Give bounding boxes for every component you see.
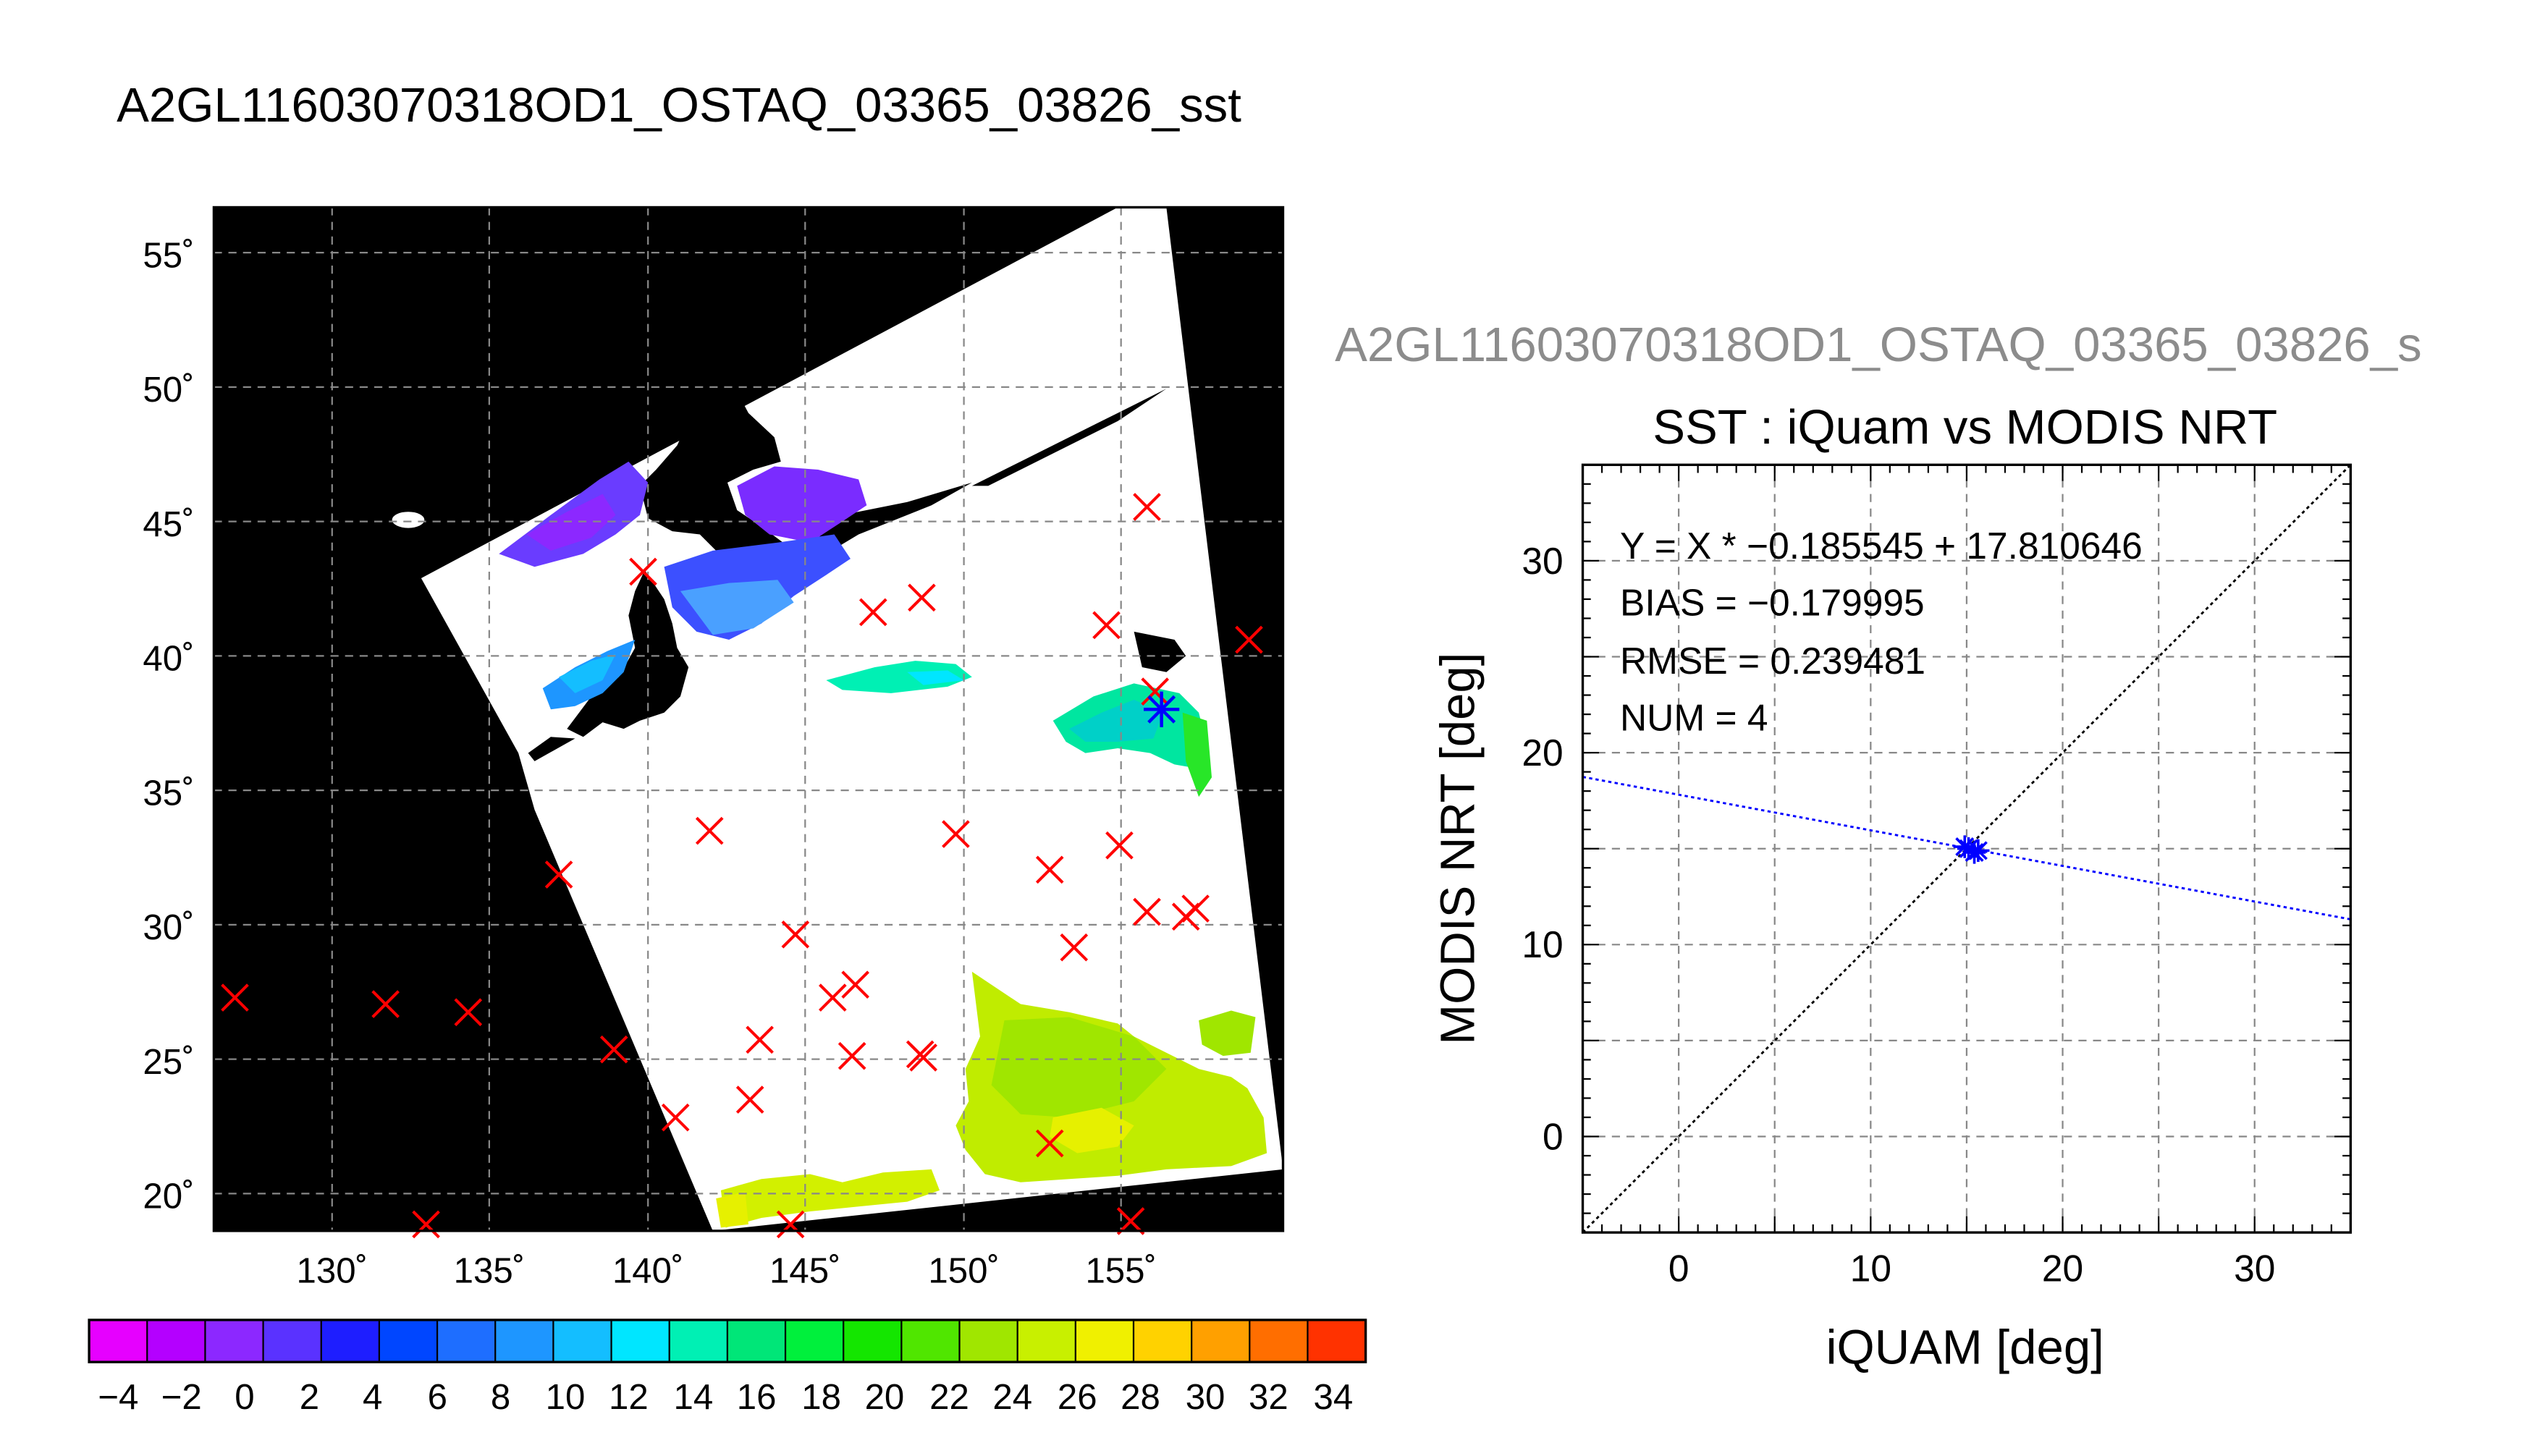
- scatter-grid: [1582, 465, 2351, 1233]
- scatter-point: [1957, 837, 1980, 860]
- colorbar-cell: [1307, 1319, 1367, 1363]
- lon-tick: 140˚: [612, 1250, 684, 1290]
- y-axis-label: MODIS NRT [deg]: [1431, 653, 1485, 1045]
- scatter-point: [1953, 835, 1976, 858]
- lon-tick: 135˚: [454, 1250, 526, 1290]
- lat-tick: 25˚: [143, 1042, 194, 1082]
- colorbar: [89, 1319, 1367, 1363]
- colorbar-tick: 14: [673, 1377, 713, 1417]
- scatter-suptitle: A2GL11603070318OD1_OSTAQ_03365_03826_s: [1335, 318, 2422, 372]
- colorbar-tick: 16: [737, 1377, 777, 1417]
- lon-tick: 130˚: [297, 1250, 368, 1290]
- colorbar-cell: [785, 1319, 845, 1363]
- lon-tick: 155˚: [1085, 1250, 1157, 1290]
- scatter-ticks: 0 10 20 30 0 10 20 30: [1522, 465, 2351, 1289]
- num-stat: NUM = 4: [1620, 696, 1768, 738]
- colorbar-tick: 22: [929, 1377, 969, 1417]
- island-marker: [392, 512, 425, 528]
- lat-tick: 30˚: [143, 907, 194, 947]
- y-tick-label: 0: [1543, 1115, 1564, 1157]
- lon-tick: 145˚: [769, 1250, 841, 1290]
- map-lat-ticks: 55˚ 50˚ 45˚ 40˚ 35˚ 30˚ 25˚ 20˚: [143, 235, 194, 1216]
- lat-tick: 40˚: [143, 639, 194, 679]
- map-title: A2GL11603070318OD1_OSTAQ_03365_03826_sst: [117, 78, 1241, 132]
- x-tick-label: 0: [1668, 1247, 1689, 1289]
- colorbar-tick: 10: [546, 1377, 586, 1417]
- scatter-points: [1953, 835, 1990, 864]
- colorbar-cell: [379, 1319, 439, 1363]
- rmse-stat: RMSE = 0.239481: [1620, 640, 1925, 682]
- x-tick-label: 30: [2234, 1247, 2275, 1289]
- colorbar-tick: 12: [609, 1377, 649, 1417]
- lon-tick: 150˚: [928, 1250, 1000, 1290]
- scatter-frame: [1581, 463, 2353, 1234]
- chart-title: SST : iQuam vs MODIS NRT: [1653, 400, 2277, 454]
- scatter-point: [1962, 841, 1986, 864]
- colorbar-tick: 0: [235, 1377, 254, 1417]
- lat-tick: 50˚: [143, 370, 194, 410]
- x-axis-label: iQUAM [deg]: [1826, 1320, 2104, 1374]
- colorbar-tick: 8: [491, 1377, 510, 1417]
- colorbar-cell: [1017, 1319, 1076, 1363]
- colorbar-cell: [959, 1319, 1018, 1363]
- colorbar-cell: [495, 1319, 554, 1363]
- colorbar-tick: 2: [300, 1377, 319, 1417]
- y-tick-label: 10: [1522, 923, 1563, 965]
- colorbar-tick: 6: [428, 1377, 447, 1417]
- map-graticule: [214, 207, 1283, 1231]
- colorbar-cell: [901, 1319, 961, 1363]
- colorbar-cell: [89, 1319, 148, 1363]
- colorbar-cell: [1249, 1319, 1309, 1363]
- colorbar-tick: 18: [801, 1377, 841, 1417]
- colorbar-tick: −4: [98, 1377, 138, 1417]
- lat-tick: 45˚: [143, 504, 194, 544]
- map-frame: [212, 206, 1285, 1232]
- colorbar-ticks: −4 −2 0 2 4 6 8 10 12 14 16 18 20 22 24 …: [98, 1377, 1353, 1417]
- colorbar-cell: [263, 1319, 322, 1363]
- x-tick-label: 20: [2042, 1247, 2083, 1289]
- colorbar-cell: [321, 1319, 381, 1363]
- colorbar-tick: −2: [161, 1377, 202, 1417]
- satellite-swath: [421, 207, 1283, 1231]
- scatter-stats: Y = X * −0.185545 + 17.810646 BIAS = −0.…: [1620, 525, 2143, 738]
- colorbar-cell: [1075, 1319, 1135, 1363]
- scatter-plot: 0 10 20 30 0 10 20 30: [1522, 463, 2353, 1289]
- scatter-point: [1967, 839, 1990, 863]
- colorbar-cell: [1133, 1319, 1193, 1363]
- y-tick-label: 20: [1522, 732, 1563, 774]
- colorbar-cell: [1191, 1319, 1251, 1363]
- colorbar-tick: 4: [363, 1377, 382, 1417]
- matchup-marker: [1144, 691, 1180, 727]
- colorbar-frame: [88, 1319, 1367, 1363]
- colorbar-tick: 24: [992, 1377, 1032, 1417]
- colorbar-cell: [205, 1319, 264, 1363]
- colorbar-cell: [147, 1319, 206, 1363]
- y-tick-label: 30: [1522, 540, 1563, 582]
- regression-equation: Y = X * −0.185545 + 17.810646: [1620, 525, 2143, 567]
- colorbar-tick: 20: [865, 1377, 905, 1417]
- insitu-markers: [221, 493, 1263, 1239]
- sst-retrievals: [499, 461, 1267, 1228]
- lat-tick: 20˚: [143, 1177, 194, 1216]
- colorbar-tick: 26: [1058, 1377, 1097, 1417]
- colorbar-tick: 32: [1249, 1377, 1288, 1417]
- colorbar-tick: 30: [1186, 1377, 1225, 1417]
- lat-tick: 35˚: [143, 773, 194, 813]
- colorbar-cell: [669, 1319, 728, 1363]
- map-lon-ticks: 130˚ 135˚ 140˚ 145˚ 150˚ 155˚: [297, 1250, 1157, 1290]
- bias-stat: BIAS = −0.179995: [1620, 581, 1925, 623]
- colorbar-cell: [553, 1319, 612, 1363]
- colorbar-cell: [611, 1319, 670, 1363]
- lat-tick: 55˚: [143, 235, 194, 275]
- colorbar-cell: [437, 1319, 497, 1363]
- colorbar-cell: [843, 1319, 903, 1363]
- x-tick-label: 10: [1850, 1247, 1891, 1289]
- colorbar-cell: [727, 1319, 787, 1363]
- colorbar-tick: 34: [1313, 1377, 1353, 1417]
- colorbar-tick: 28: [1121, 1377, 1160, 1417]
- sst-map: [212, 206, 1285, 1239]
